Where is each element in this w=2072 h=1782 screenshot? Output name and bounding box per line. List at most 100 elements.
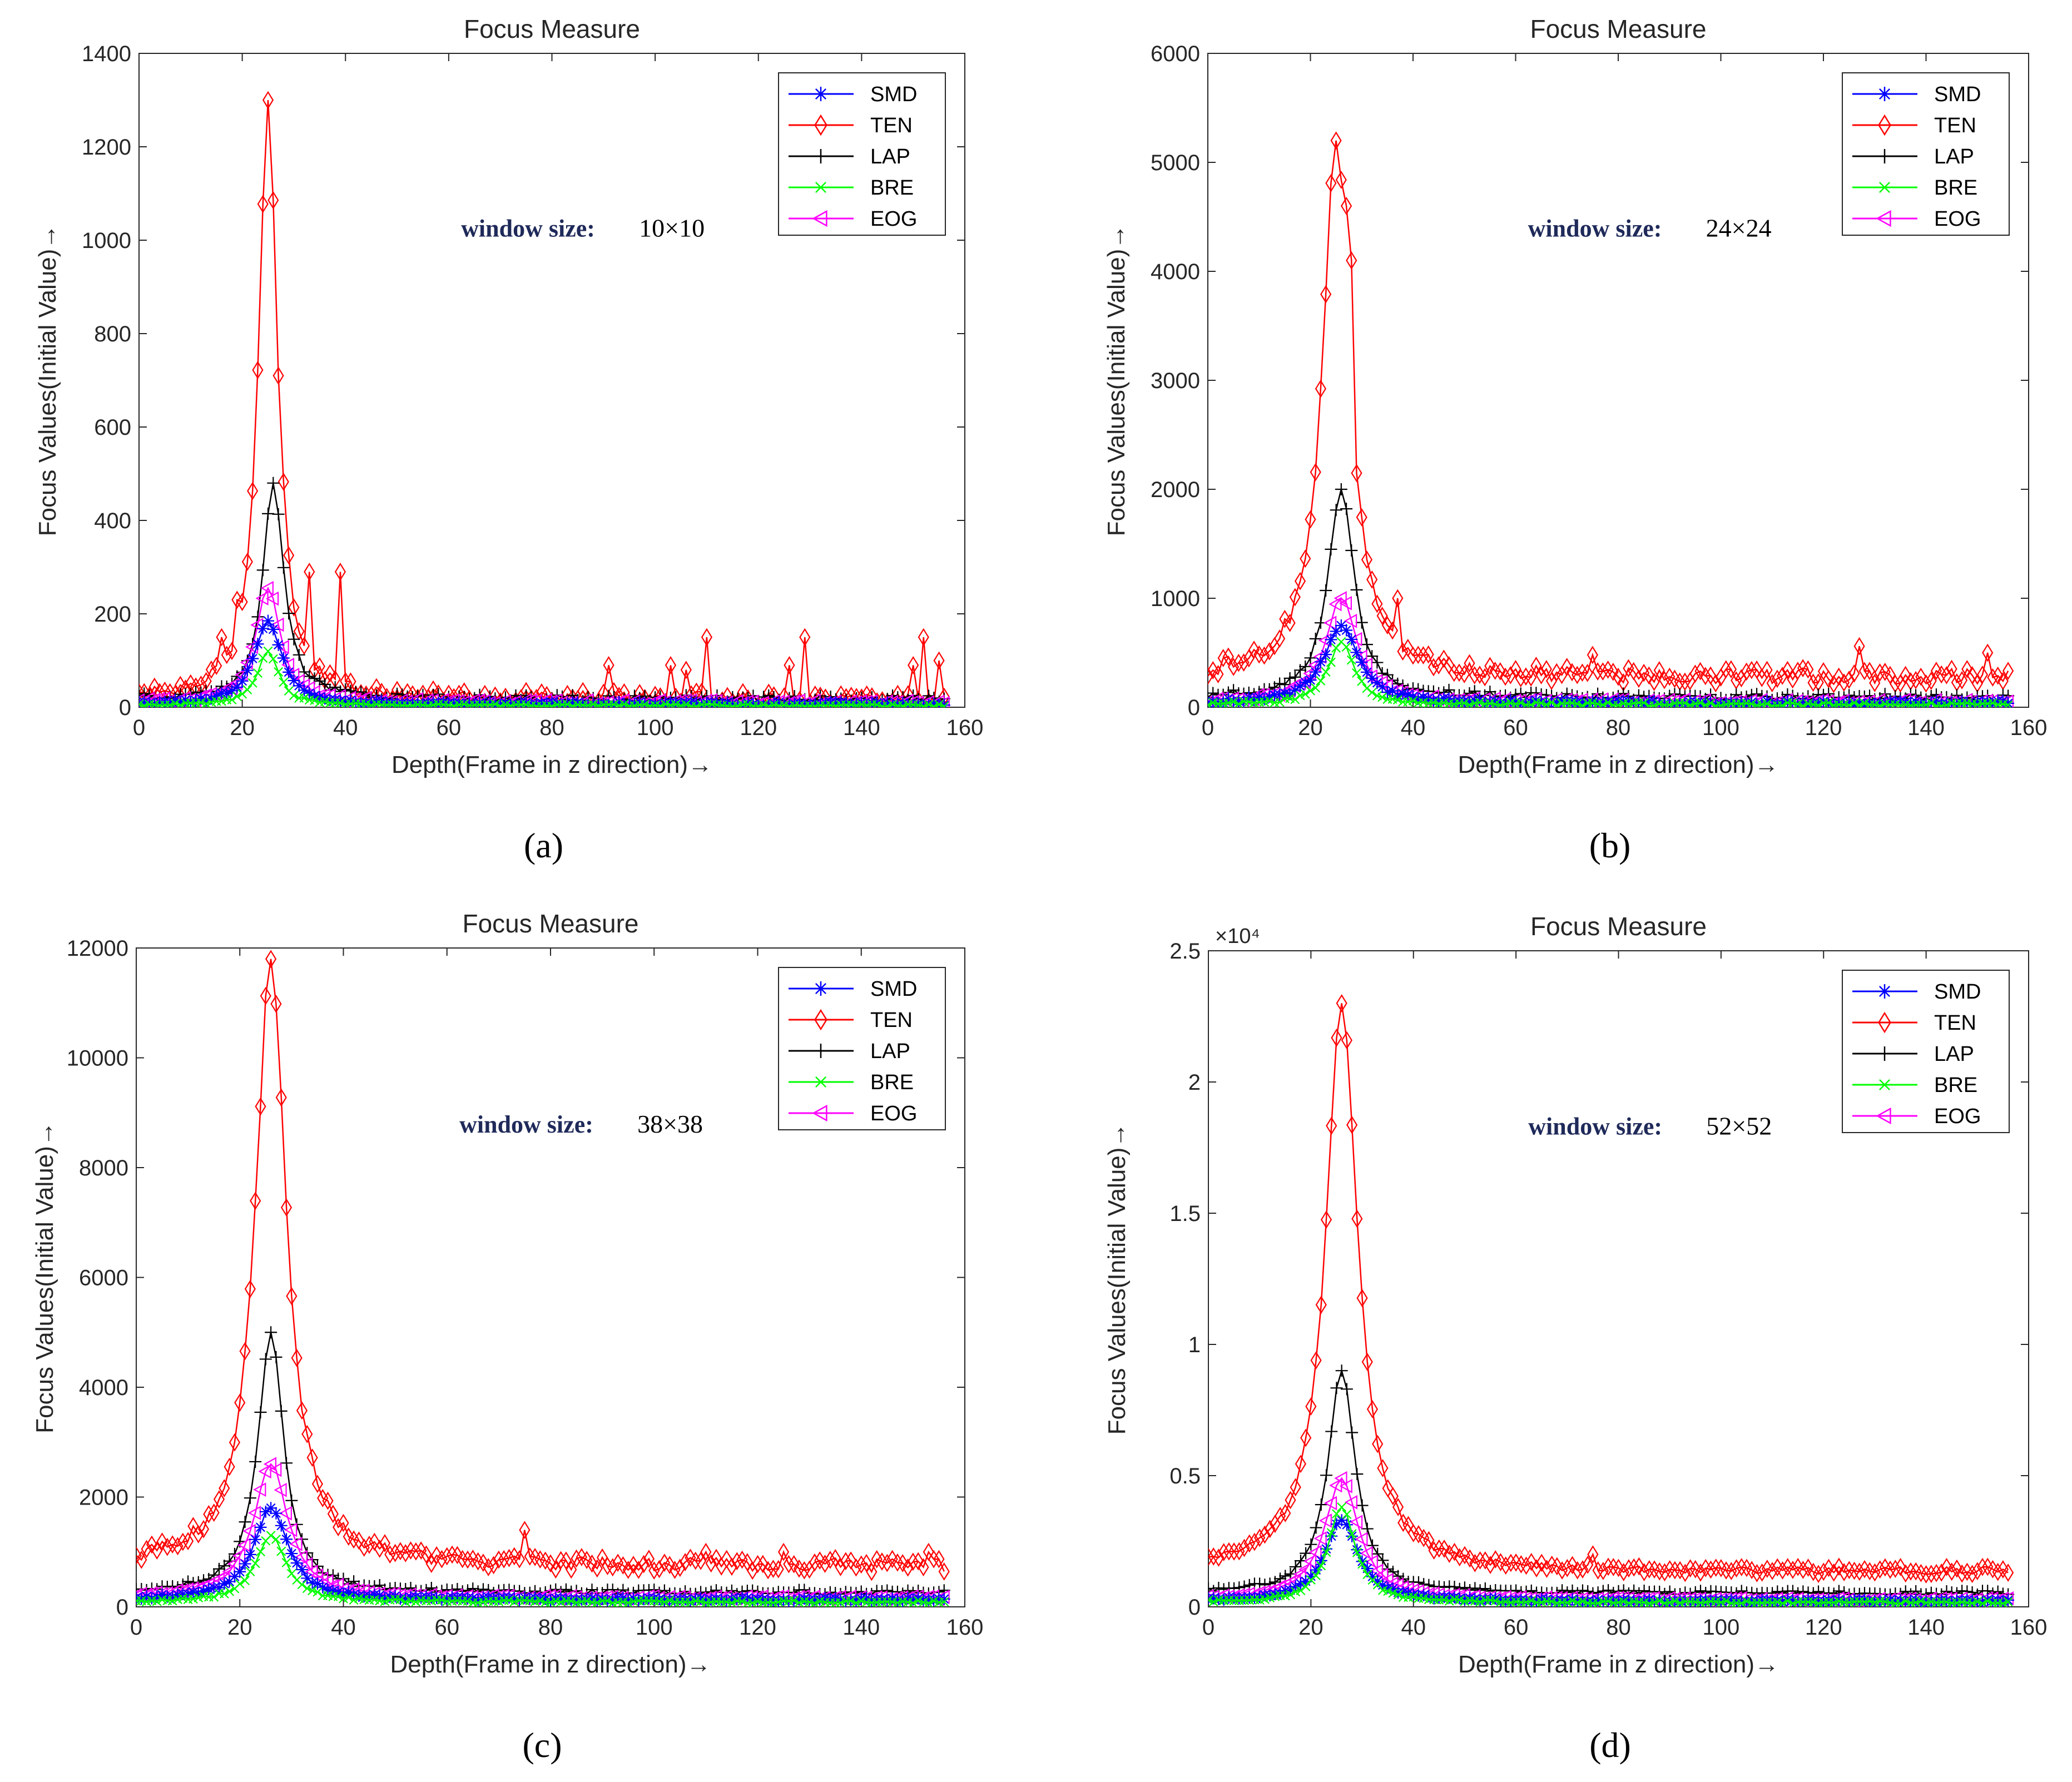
data-point-ten: [908, 656, 919, 674]
data-point-smd: [886, 1592, 899, 1605]
data-point-bre: [439, 700, 449, 707]
data-point-ten: [799, 628, 811, 647]
data-point-ten: [236, 593, 248, 612]
data-point-ten: [1387, 1487, 1399, 1506]
data-point-smd: [1797, 696, 1810, 707]
data-point-lap: [1355, 616, 1368, 629]
data-point-smd: [1673, 698, 1686, 707]
data-point-ten: [1905, 1562, 1917, 1581]
data-point-smd: [1817, 1595, 1830, 1607]
data-point-ten: [1494, 662, 1506, 681]
data-point-smd: [1504, 694, 1517, 707]
data-point-eog: [263, 1457, 277, 1472]
data-point-ten: [255, 1097, 266, 1116]
data-point-ten: [1592, 1561, 1604, 1580]
data-point-smd: [710, 1592, 722, 1605]
y-tick-label: 600: [94, 415, 131, 440]
data-point-bre: [237, 689, 247, 699]
data-point-bre: [201, 699, 211, 707]
data-point-smd: [1222, 692, 1235, 705]
data-point-smd: [648, 1592, 661, 1605]
data-point-ten: [420, 1545, 432, 1564]
series-smd: [136, 1502, 950, 1607]
data-point-smd: [1489, 1592, 1502, 1605]
data-point-ten: [441, 1547, 453, 1566]
x-tick-label: 160: [946, 716, 984, 740]
data-point-lap: [277, 561, 290, 574]
data-point-ten: [1900, 1564, 1911, 1583]
data-point-ten: [1377, 1459, 1389, 1477]
data-point-smd: [1299, 676, 1312, 689]
data-point-ten: [1484, 1556, 1496, 1574]
data-point-bre: [1326, 1528, 1336, 1538]
data-point-ten: [1464, 1549, 1476, 1568]
data-point-smd: [296, 1563, 308, 1576]
data-point-bre: [722, 701, 732, 707]
data-point-ten: [1679, 1563, 1691, 1582]
data-point-smd: [544, 1594, 557, 1607]
data-point-lap: [1360, 638, 1373, 651]
data-point-bre: [1649, 701, 1659, 707]
data-point-ten: [1346, 251, 1357, 270]
data-point-ten: [1551, 1557, 1563, 1576]
data-point-smd: [1735, 696, 1748, 707]
data-point-smd: [1310, 1563, 1322, 1576]
y-tick-label: 1400: [82, 42, 131, 66]
data-point-ten: [1387, 621, 1399, 640]
data-point-smd: [344, 694, 357, 707]
data-point-eog: [1334, 1471, 1347, 1486]
data-point-ten: [1331, 1029, 1342, 1047]
data-point-bre: [1408, 696, 1418, 706]
data-point-ten: [809, 1553, 821, 1572]
data-point-lap: [1350, 583, 1363, 596]
data-point-bre: [1459, 698, 1469, 707]
data-point-lap: [272, 508, 285, 520]
data-point-smd: [1208, 695, 1220, 707]
y-tick-label: 1000: [1151, 587, 1200, 611]
data-point-bre: [1572, 699, 1582, 707]
data-point-ten: [680, 661, 692, 679]
data-point-lap: [265, 1326, 277, 1339]
data-point-smd: [409, 1590, 422, 1603]
data-point-smd: [1474, 1594, 1486, 1606]
data-point-ten: [1479, 1551, 1491, 1570]
data-point-smd: [184, 696, 197, 707]
data-point-smd: [1776, 1595, 1789, 1607]
data-point-bre: [1362, 683, 1372, 693]
data-point-bre: [1541, 699, 1551, 707]
data-point-ten: [192, 1525, 204, 1543]
data-point-smd: [1899, 696, 1912, 707]
data-point-ten: [1208, 1547, 1215, 1566]
data-point-smd: [1802, 1594, 1815, 1606]
data-point-smd: [332, 1586, 345, 1599]
data-point-ten: [1628, 1558, 1640, 1577]
data-point-bre: [1680, 698, 1690, 707]
data-point-ten: [1658, 671, 1671, 689]
data-point-bre: [769, 700, 779, 707]
data-point-bre: [712, 700, 722, 707]
data-point-smd: [262, 614, 275, 627]
data-point-bre: [1798, 701, 1808, 707]
series-line-ten: [136, 959, 945, 1573]
window-size-label: window size:: [461, 215, 595, 242]
data-point-ten: [1305, 510, 1316, 529]
data-point-lap: [282, 607, 295, 620]
data-point-smd: [741, 1592, 754, 1605]
data-point-bre: [1844, 700, 1854, 707]
data-point-ten: [866, 1562, 878, 1581]
data-point-smd: [179, 693, 192, 706]
data-point-smd: [539, 1592, 552, 1605]
x-tick-label: 80: [1606, 716, 1631, 740]
data-point-bre: [490, 699, 500, 707]
data-point-lap: [1288, 671, 1301, 683]
data-point-ten: [762, 1561, 774, 1580]
data-point-ten: [1771, 669, 1783, 688]
data-point-ten: [136, 1546, 142, 1565]
data-point-ten: [907, 1552, 919, 1571]
data-point-smd: [1376, 1579, 1389, 1591]
data-point-bre: [779, 700, 789, 707]
data-point-smd: [1443, 692, 1455, 705]
data-point-smd: [1432, 694, 1445, 707]
data-point-ten: [1541, 1560, 1553, 1578]
data-point-bre: [1342, 1510, 1352, 1520]
